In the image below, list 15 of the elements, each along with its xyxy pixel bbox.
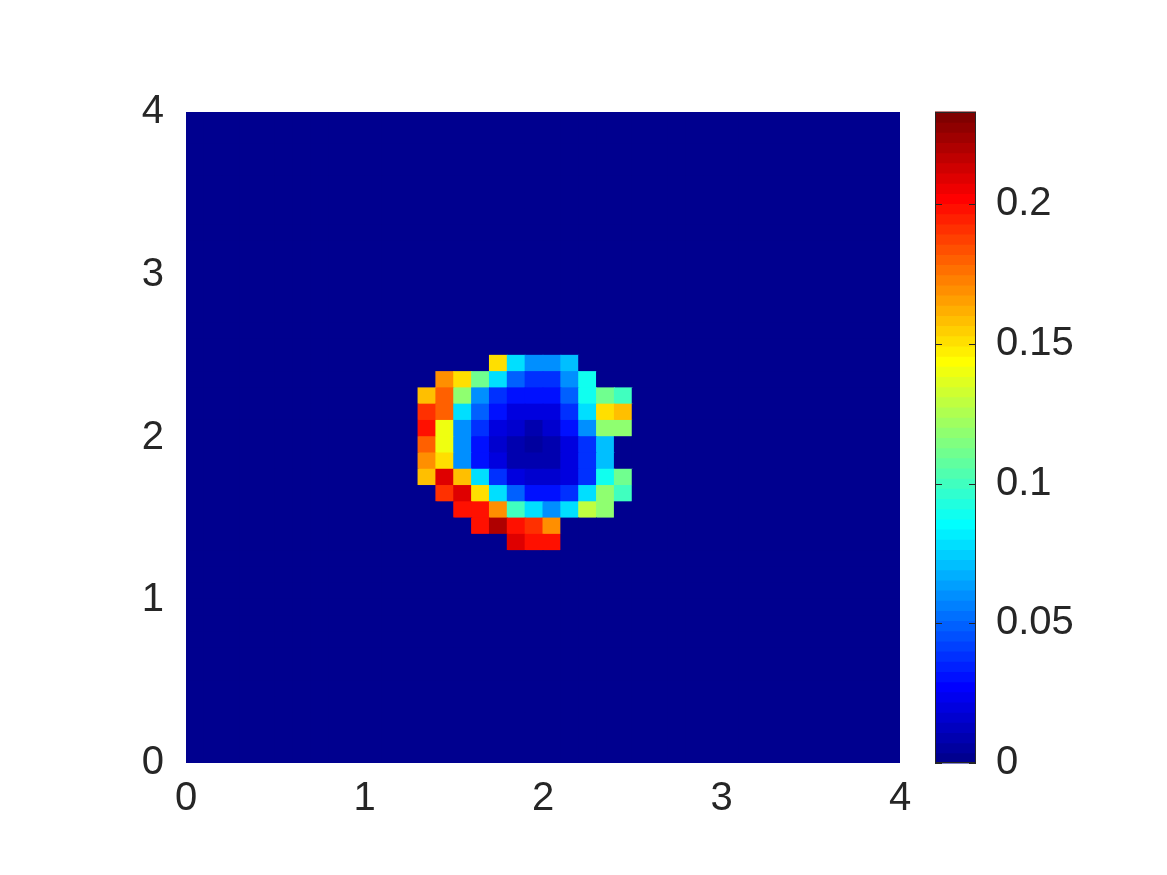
- color-bar-label: 0: [996, 738, 1019, 783]
- color-bar-label: 0.1: [996, 458, 1052, 503]
- y-tick-label: 0: [141, 738, 164, 783]
- x-tick-label: 1: [353, 774, 376, 819]
- x-tick-label: 2: [531, 774, 555, 819]
- x-tick-label: 0: [174, 774, 198, 819]
- y-tick-label: 3: [141, 249, 164, 294]
- x-tick-label: 3: [710, 774, 733, 819]
- y-tick-label: 4: [141, 87, 164, 132]
- y-tick-label: 1: [141, 575, 164, 620]
- y-tick-label: 2: [141, 412, 164, 457]
- color-bar-label: 0.15: [996, 318, 1074, 363]
- color-bar-label: 0.2: [996, 179, 1052, 224]
- color-bar-label: 0.05: [996, 598, 1074, 643]
- x-tick-label: 4: [888, 774, 912, 819]
